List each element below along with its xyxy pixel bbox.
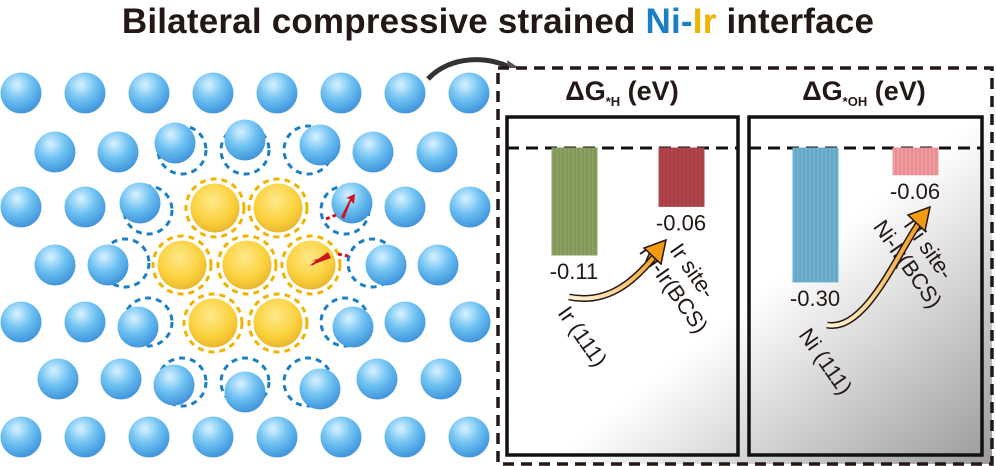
ni-atom [384, 301, 426, 343]
ni-atom [192, 72, 234, 114]
bar [658, 147, 705, 207]
ni-atom [356, 358, 398, 400]
ir-atom [188, 298, 238, 348]
ni-atom [0, 301, 42, 343]
ir-atom [190, 183, 240, 233]
improvement-arrow-body [826, 217, 924, 328]
ir-strain-ring [151, 234, 213, 296]
ni-atom [153, 364, 195, 406]
ni-atom [128, 72, 170, 114]
ir-strain-ring [247, 177, 309, 239]
strain-arrow-icons [309, 194, 355, 266]
ir-atom [253, 298, 303, 348]
ni-atom [100, 358, 142, 400]
bar-value-label: -0.06 [656, 210, 706, 235]
bar-value-label: -0.30 [790, 286, 840, 311]
subpanel-title: ΔG*OH (eV) [802, 76, 926, 109]
ni-atom [384, 186, 426, 228]
ni-atom [0, 416, 42, 458]
ni-atom [332, 306, 374, 348]
subpanel-title: ΔG*H (eV) [565, 76, 678, 109]
ni-atom [299, 368, 341, 410]
ni-strain-ring [156, 356, 208, 408]
ni-atom [224, 371, 266, 413]
title-text: Bilateral compressive strained [121, 2, 646, 41]
subpanel-frame [505, 115, 740, 457]
improvement-arrowhead-icon [642, 238, 668, 266]
ni-atom [0, 186, 42, 228]
bar [792, 147, 839, 283]
ni-strain-ring [122, 296, 174, 348]
title-ir: Ir [692, 2, 717, 41]
ni-atom [87, 244, 129, 286]
bar [551, 147, 598, 256]
ir-strain-ring [247, 292, 309, 354]
ni-atom [119, 182, 161, 224]
ni-atom [64, 301, 106, 343]
ni-atom [256, 72, 298, 114]
ir-strain-ring [182, 292, 244, 354]
curved-arrow-icon [426, 57, 517, 81]
ni-atom [384, 416, 426, 458]
ni-atom [64, 72, 106, 114]
ni-atom [417, 244, 459, 286]
ni-atom [420, 358, 462, 400]
ni-atom [448, 416, 490, 458]
panel-dashed-frame [496, 66, 994, 466]
ni-atom [37, 358, 79, 400]
improvement-arrow-body [568, 250, 660, 301]
ni-atom [299, 124, 341, 166]
ni-atom [97, 131, 139, 173]
ni-atom [34, 131, 76, 173]
bar-value-label: -0.11 [550, 259, 599, 284]
ni-atom [365, 244, 407, 286]
ni-strain-ring [99, 237, 151, 289]
ir-atom [222, 240, 272, 290]
ir-strain-ring [184, 177, 246, 239]
ni-atom [449, 301, 491, 343]
ni-atom [416, 131, 458, 173]
ni-atom [0, 72, 42, 114]
ni-atom [192, 416, 234, 458]
ni-atom [117, 306, 159, 348]
ni-atom [384, 72, 426, 114]
title-dash: - [680, 2, 693, 41]
ir-strain-ring [280, 234, 342, 296]
ni-atom [320, 72, 362, 114]
ni-atom [224, 119, 266, 161]
bar-value-label: -0.06 [890, 179, 940, 204]
ni-atom [448, 72, 490, 114]
ir-strain-ring [216, 234, 278, 296]
title-ni: Ni [645, 2, 681, 41]
ni-atom [64, 186, 106, 228]
improvement-arrowhead-icon [906, 205, 932, 233]
figure-title: Bilateral compressive strained Ni-Ir int… [0, 2, 996, 42]
ni-atom [128, 416, 170, 458]
ni-atom [331, 182, 373, 224]
bar [892, 147, 939, 176]
subpanel-frame [747, 115, 984, 457]
ni-atom [256, 416, 298, 458]
ir-atom [253, 183, 303, 233]
ni-atom [34, 244, 76, 286]
ni-atom [154, 122, 196, 164]
ni-atom [320, 416, 362, 458]
ni-atom [352, 131, 394, 173]
title-text-end: interface [716, 2, 875, 41]
ni-atom [449, 186, 491, 228]
ni-atom [64, 416, 106, 458]
ir-atom [157, 240, 207, 290]
